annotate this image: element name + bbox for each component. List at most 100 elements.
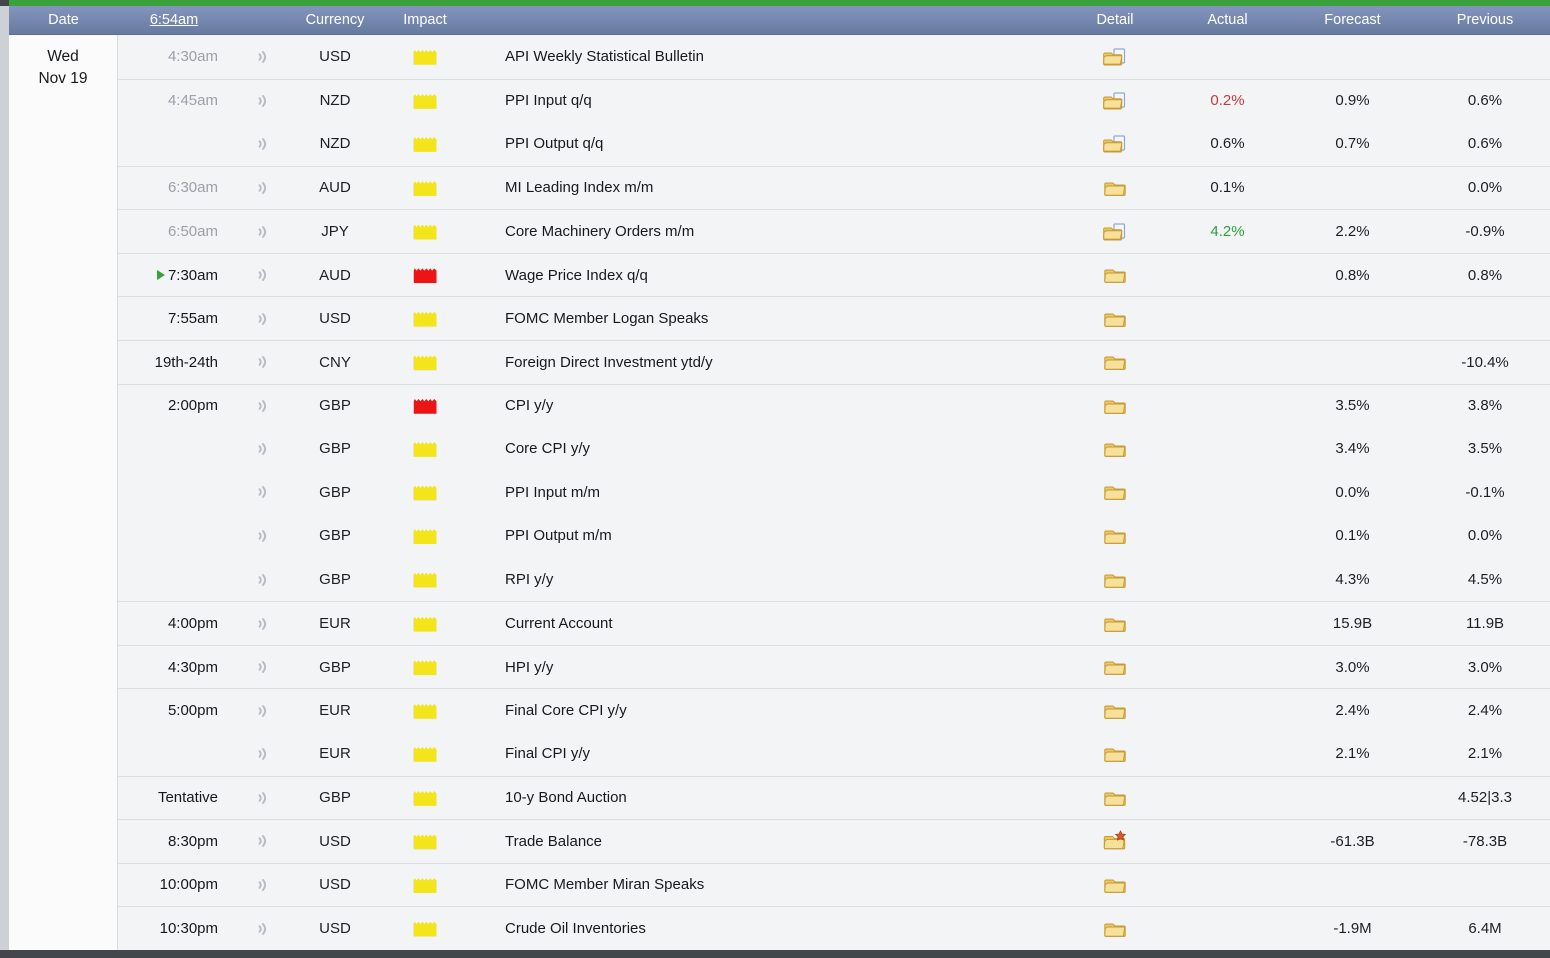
impact-icon[interactable] [413,399,437,414]
event-name[interactable]: Foreign Direct Investment ytd/y [505,353,713,371]
event-name[interactable]: 10-y Bond Auction [505,789,627,807]
detail-folder-icon[interactable] [1102,918,1128,940]
alert-cell[interactable] [230,920,300,938]
detail-folder-icon[interactable] [1102,525,1128,547]
detail-cell[interactable] [1060,133,1170,155]
impact-icon[interactable] [413,485,437,501]
detail-cell[interactable] [1060,308,1170,330]
calendar-event-row[interactable]: 4:30am USD API Weekly Statistical Bullet… [9,35,1550,79]
detail-folder-icon[interactable] [1102,438,1128,460]
detail-folder-page-icon[interactable] [1102,46,1128,68]
calendar-event-row[interactable]: 4:00pm EUR Current Account 15.9B 11.9B [9,601,1550,645]
detail-cell[interactable] [1060,525,1170,547]
calendar-event-row[interactable]: 2:00pm GBP CPI y/y 3.5% 3.8% [9,383,1550,428]
detail-cell[interactable] [1060,177,1170,199]
calendar-event-row[interactable]: 6:50am JPY Core Machinery Orders m/m 4.2… [9,209,1550,253]
alert-cell[interactable] [230,832,300,850]
impact-icon[interactable] [413,268,437,284]
calendar-event-row[interactable]: GBP PPI Output m/m 0.1% 0.0% [9,514,1550,558]
detail-folder-icon[interactable] [1102,351,1128,373]
detail-cell[interactable] [1060,569,1170,591]
detail-folder-icon[interactable] [1102,700,1128,722]
event-name[interactable]: Wage Price Index q/q [505,266,648,284]
detail-cell[interactable] [1060,221,1170,243]
impact-icon[interactable] [413,137,437,152]
event-name[interactable]: Core Machinery Orders m/m [505,223,695,241]
detail-folder-icon[interactable] [1102,481,1128,503]
alert-cell[interactable] [230,876,300,894]
calendar-event-row[interactable]: 4:30pm GBP HPI y/y 3.0% 3.0% [9,644,1550,689]
alert-cell[interactable] [230,92,300,110]
event-name[interactable]: MI Leading Index m/m [505,179,654,197]
calendar-event-row[interactable]: Tentative GBP 10-y Bond Auction 4.52|3.3 [9,775,1550,820]
detail-folder-icon[interactable] [1102,656,1128,678]
detail-cell[interactable] [1060,874,1170,896]
alert-cell[interactable] [230,571,300,589]
alert-cell[interactable] [230,397,300,415]
impact-icon[interactable] [413,50,437,65]
impact-icon[interactable] [413,529,437,544]
event-name[interactable]: Final CPI y/y [505,745,591,763]
detail-cell[interactable] [1060,743,1170,765]
impact-icon[interactable] [413,834,437,850]
alert-cell[interactable] [230,179,300,197]
impact-icon[interactable] [413,703,437,719]
impact-icon[interactable] [413,572,437,588]
detail-cell[interactable] [1060,613,1170,635]
detail-folder-icon[interactable] [1102,308,1128,330]
impact-icon[interactable] [413,355,437,371]
detail-cell[interactable] [1060,830,1170,852]
detail-folder-page-icon[interactable] [1102,221,1128,243]
calendar-event-row[interactable]: 7:30am AUD Wage Price Index q/q 0.8% 0.8… [9,252,1550,297]
detail-cell[interactable] [1060,264,1170,286]
detail-cell[interactable] [1060,918,1170,940]
alert-cell[interactable] [230,483,300,501]
calendar-event-row[interactable]: NZD PPI Output q/q 0.6% 0.7% 0.6% [9,122,1550,166]
event-name[interactable]: API Weekly Statistical Bulletin [505,48,704,66]
alert-cell[interactable] [230,702,300,720]
detail-cell[interactable] [1060,46,1170,68]
event-name[interactable]: Core CPI y/y [505,440,591,458]
detail-cell[interactable] [1060,656,1170,678]
detail-cell[interactable] [1060,787,1170,809]
alert-cell[interactable] [230,789,300,807]
calendar-event-row[interactable]: 6:30am AUD MI Leading Index m/m 0.1% 0.0… [9,165,1550,210]
impact-icon[interactable] [413,224,437,240]
detail-folder-page-icon[interactable] [1102,133,1128,155]
calendar-event-row[interactable]: 4:45am NZD PPI Input q/q 0.2% 0.9% 0.6% [9,78,1550,123]
event-name[interactable]: CPI y/y [505,397,554,415]
event-name[interactable]: Final Core CPI y/y [505,702,627,720]
impact-icon[interactable] [413,311,437,327]
detail-folder-icon[interactable] [1102,395,1128,417]
impact-icon[interactable] [413,94,437,109]
event-name[interactable]: PPI Output q/q [505,135,604,153]
impact-icon[interactable] [413,616,437,632]
detail-cell[interactable] [1060,481,1170,503]
event-name[interactable]: RPI y/y [505,571,554,589]
detail-cell[interactable] [1060,700,1170,722]
detail-folder-icon[interactable] [1102,177,1128,199]
impact-icon[interactable] [413,747,437,762]
calendar-event-row[interactable]: GBP RPI y/y 4.3% 4.5% [9,558,1550,602]
calendar-event-row[interactable]: GBP Core CPI y/y 3.4% 3.5% [9,427,1550,471]
alert-cell[interactable] [230,745,300,763]
detail-cell[interactable] [1060,438,1170,460]
detail-cell[interactable] [1060,351,1170,373]
detail-folder-icon[interactable] [1102,613,1128,635]
impact-icon[interactable] [413,878,437,893]
impact-icon[interactable] [413,442,437,457]
event-name[interactable]: FOMC Member Logan Speaks [505,310,709,328]
impact-icon[interactable] [413,791,437,806]
event-name[interactable]: PPI Input m/m [505,483,601,501]
event-name[interactable]: PPI Input q/q [505,92,592,110]
detail-folder-icon[interactable] [1102,743,1128,765]
calendar-event-row[interactable]: 5:00pm EUR Final Core CPI y/y 2.4% 2.4% [9,688,1550,732]
detail-cell[interactable] [1060,90,1170,112]
impact-icon[interactable] [413,181,437,196]
alert-cell[interactable] [230,658,300,676]
event-name[interactable]: HPI y/y [505,658,554,676]
event-name[interactable]: Crude Oil Inventories [505,920,646,938]
alert-cell[interactable] [230,223,300,241]
alert-cell[interactable] [230,48,300,66]
calendar-event-row[interactable]: EUR Final CPI y/y 2.1% 2.1% [9,732,1550,776]
